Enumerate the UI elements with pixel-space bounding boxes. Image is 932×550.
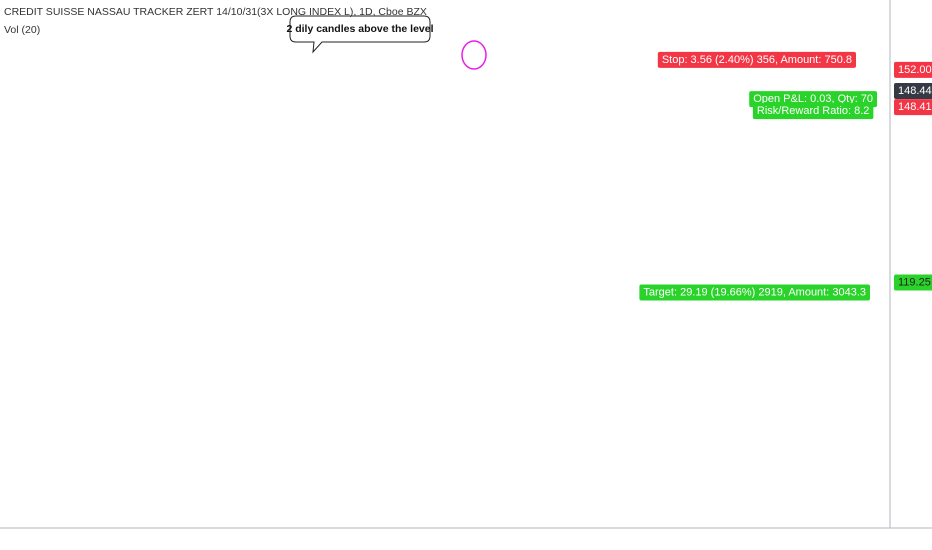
- target-label-box: [639, 284, 870, 301]
- callout-text: 2 dily candles above the level: [286, 23, 433, 35]
- callout: [289, 15, 431, 54]
- entry-price-box: [894, 99, 932, 116]
- labels: Stop: 3.56 (2.40%) 356, Amount: 750.8 Ope…: [639, 51, 932, 301]
- highlight-ellipse: [461, 40, 487, 70]
- rr-label: Risk/Reward Ratio: 8.2: [757, 105, 870, 117]
- stop-label: Stop: 3.56 (2.40%) 356, Amount: 750.8: [662, 54, 852, 66]
- stop-label-box: [657, 51, 856, 68]
- pnl-label: Open P&L: 0.03, Qty: 70: [753, 93, 873, 105]
- last-price: 148.44: [898, 85, 932, 97]
- entry-price: 148.41: [898, 101, 932, 113]
- target-label: Target: 29.19 (19.66%) 2919, Amount: 304…: [643, 286, 866, 298]
- stop-price-box: [894, 61, 932, 78]
- stop-price: 152.00: [898, 64, 932, 76]
- indicator-label: Vol (20): [4, 24, 40, 36]
- target-price: 119.25: [898, 276, 931, 288]
- last-price-box: [894, 82, 932, 99]
- chart-title: CREDIT SUISSE NASSAU TRACKER ZERT 14/10/…: [4, 6, 427, 18]
- rr-label-box: [752, 103, 874, 120]
- target-price-box: [894, 274, 932, 291]
